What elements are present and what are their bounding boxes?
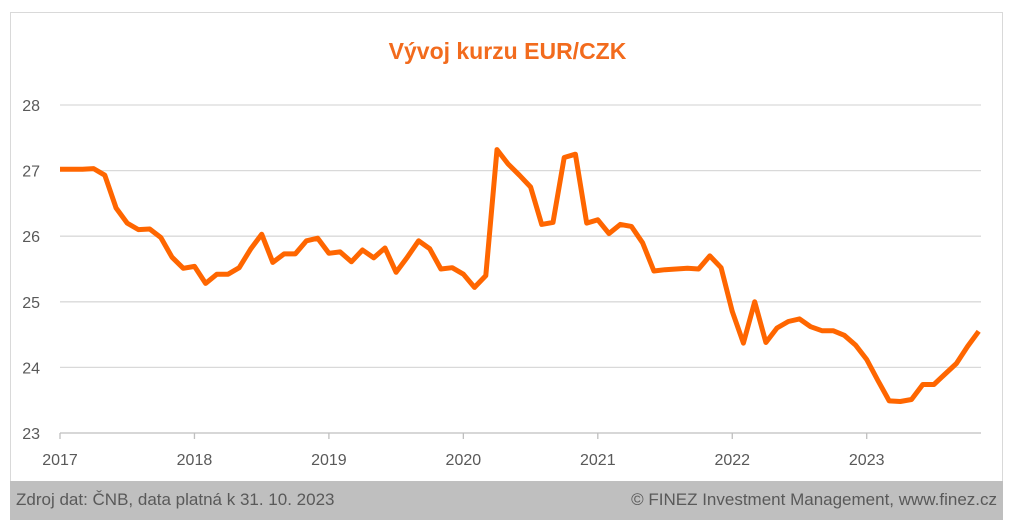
chart-title: Vývoj kurzu EUR/CZK <box>388 38 627 64</box>
x-tick-label: 2018 <box>177 452 213 469</box>
y-tick-label: 26 <box>22 229 40 246</box>
x-tick-label: 2021 <box>580 452 616 469</box>
x-tick-label: 2017 <box>42 452 78 469</box>
series-line <box>60 147 981 404</box>
x-tick-label: 2019 <box>311 452 347 469</box>
x-tick-label: 2023 <box>849 452 885 469</box>
x-tick-label: 2022 <box>714 452 750 469</box>
x-axis-ticks: 2017 2018 2019 2020 2021 2022 2023 <box>42 433 885 469</box>
chart-frame <box>10 12 1003 520</box>
gridlines <box>60 104 981 369</box>
y-axis-ticks: 23 24 25 26 27 28 <box>22 98 40 443</box>
y-tick-label: 23 <box>22 426 40 443</box>
copyright-note: © FINEZ Investment Management, www.finez… <box>631 490 997 509</box>
footer-bar: Zdroj dat: ČNB, data platná k 31. 10. 20… <box>10 481 1003 520</box>
series-layer <box>60 147 981 404</box>
data-source-note: Zdroj dat: ČNB, data platná k 31. 10. 20… <box>16 490 335 509</box>
y-tick-label: 25 <box>22 295 40 312</box>
y-tick-label: 27 <box>22 164 40 181</box>
x-tick-label: 2020 <box>446 452 482 469</box>
chart-plot: 23 24 25 26 27 28 2017 2018 2019 2020 2021 2022 202… <box>22 98 981 469</box>
y-tick-label: 24 <box>22 360 40 377</box>
y-tick-label: 28 <box>22 98 40 115</box>
